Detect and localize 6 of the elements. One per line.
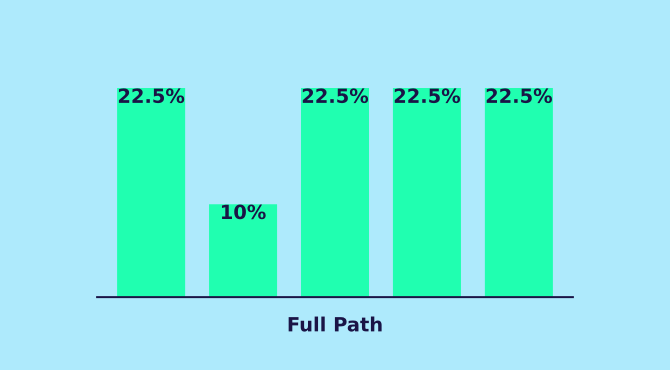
data-label: 22.5% bbox=[486, 88, 552, 104]
data-label: 22.5% bbox=[302, 88, 368, 104]
data-label: 10% bbox=[222, 204, 266, 220]
x-axis-title: Full Path bbox=[288, 316, 382, 332]
data-label: 22.5% bbox=[118, 88, 184, 104]
data-label: 22.5% bbox=[394, 88, 460, 104]
